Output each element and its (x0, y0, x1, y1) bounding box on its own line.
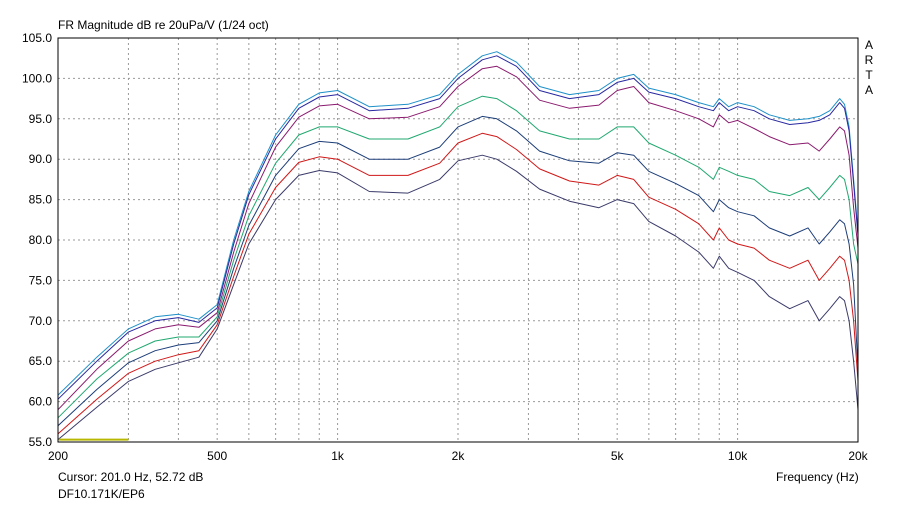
cursor-readout: Cursor: 201.0 Hz, 52.72 dB (58, 470, 204, 484)
x-tick-label: 10k (728, 449, 748, 463)
series-line-6 (57, 132, 859, 435)
series-line-4 (57, 95, 859, 419)
x-tick-label: 200 (48, 449, 68, 463)
x-tick-label: 1k (331, 449, 345, 463)
series-line-7 (57, 154, 859, 440)
brand-logo-text: A R T A (862, 38, 876, 98)
x-tick-label: 20k (848, 449, 868, 463)
plot-frame (57, 37, 859, 443)
y-tick-label: 90.0 (29, 152, 53, 166)
series-line-5 (57, 115, 859, 427)
y-tick-label: 65.0 (29, 354, 53, 368)
x-axis-ticks: 200 500 1k 2k 5k 10k 20k (48, 449, 869, 463)
series-layer (57, 51, 859, 440)
x-tick-label: 500 (207, 449, 227, 463)
y-tick-label: 95.0 (29, 112, 53, 126)
x-tick-label: 2k (452, 449, 466, 463)
y-tick-label: 100.0 (22, 71, 52, 85)
x-axis-label: Frequency (Hz) (776, 470, 859, 484)
y-tick-label: 60.0 (29, 395, 53, 409)
brand-letter: T (865, 68, 873, 82)
series-line-1 (57, 51, 859, 396)
y-tick-label: 55.0 (29, 435, 53, 449)
series-line-3 (57, 65, 859, 411)
y-tick-label: 80.0 (29, 233, 53, 247)
y-tick-label: 75.0 (29, 273, 53, 287)
y-tick-label: 105.0 (22, 31, 52, 45)
brand-letter: A (864, 38, 873, 52)
y-tick-label: 85.0 (29, 193, 53, 207)
x-tick-label: 5k (611, 449, 625, 463)
y-axis-ticks: 55.0 60.0 65.0 70.0 75.0 80.0 85.0 90.0 95.0 100.… (22, 31, 52, 449)
brand-letter: R (864, 53, 874, 67)
y-tick-label: 70.0 (29, 314, 53, 328)
device-label: DF10.171K/EP6 (58, 487, 145, 501)
brand-letter: A (864, 83, 873, 97)
series-line-2 (57, 55, 859, 400)
chart-title: FR Magnitude dB re 20uPa/V (1/24 oct) (58, 18, 269, 32)
